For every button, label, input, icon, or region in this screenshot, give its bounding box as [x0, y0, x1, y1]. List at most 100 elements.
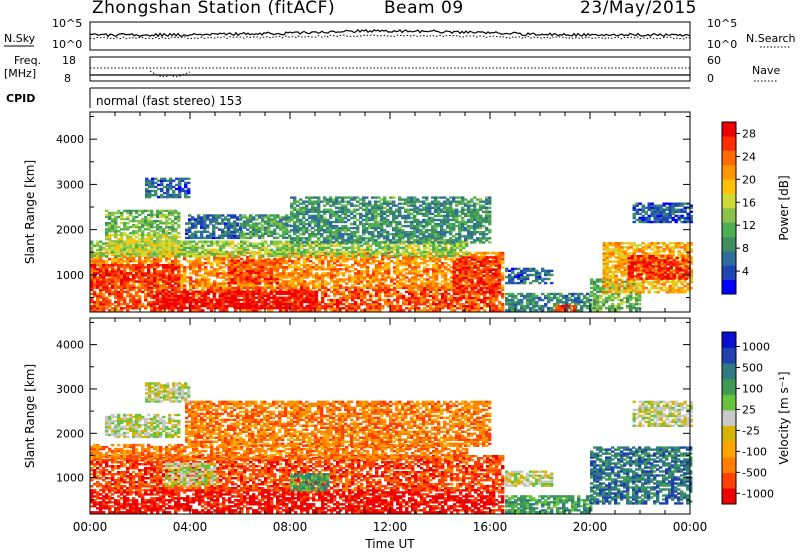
colorbar-swatch [722, 208, 736, 223]
heatmap-region-2 [90, 240, 469, 258]
colorbar-swatch [722, 122, 736, 137]
nsky-trace [89, 28, 691, 38]
nsky-tick-low: 10^0 [52, 38, 82, 51]
velocity-colorbar: 1000 500 100 25 -25 -100 -500 -1000 Velocity [m … [721, 331, 791, 505]
nave-tick-low: 0 [707, 72, 714, 85]
heatmap-region-13 [505, 267, 554, 285]
heatmap-region-3 [165, 462, 217, 487]
x-tick-label: 04:00 [173, 520, 208, 534]
colorbar-swatch [722, 136, 736, 151]
x-tick-label: 16:00 [473, 520, 508, 534]
frequency-panel: Freq. [MHz] 18 8 60 0 Nave [4, 54, 780, 85]
heatmap-region-12 [505, 292, 593, 312]
heatmap-cells [90, 177, 693, 312]
colorbar-swatch [722, 410, 736, 427]
nsearch-tick-low: 10^0 [707, 38, 737, 51]
nave-label: Nave [752, 64, 780, 77]
heatmap-region-7 [105, 209, 181, 235]
y-tick-label: 4000 [56, 339, 84, 352]
colorbar-swatch [722, 251, 736, 266]
power-panel: 1000 2000 3000 4000 Slant Range [km] [23, 111, 693, 313]
colorbar-tick-label: 1000 [742, 340, 770, 353]
heatmap-cells [90, 382, 693, 514]
velocity-panel: 1000 2000 3000 4000 Slant Range [km] [23, 317, 693, 515]
heatmap-region-0 [90, 489, 505, 514]
nave-dip [149, 70, 191, 78]
freq-tick-high: 18 [62, 54, 76, 67]
heatmap-region-10 [632, 400, 693, 427]
heatmap-region-8 [105, 233, 181, 253]
colorbar-swatch [722, 378, 736, 395]
colorbar-swatch [722, 332, 736, 348]
y-tick-label: 1000 [56, 472, 84, 485]
nsearch-label: N.Search [746, 32, 796, 45]
nsky-tick-high: 10^5 [52, 17, 82, 30]
heatmap-region-10 [240, 214, 292, 240]
heatmap-region-5 [105, 413, 181, 439]
x-tick-label: 08:00 [273, 520, 308, 534]
colorbar-tick-label: 16 [742, 196, 756, 209]
power-colorbar: 4 8 12 16 20 24 28 Power [dB] [721, 121, 791, 295]
colorbar-swatch [722, 441, 736, 458]
colorbar-tick-label: 24 [742, 150, 756, 163]
freq-tick-low: 8 [64, 72, 71, 85]
colorbar-swatch [722, 472, 736, 489]
heatmap-region-7 [505, 495, 593, 514]
x-tick-label: 12:00 [373, 520, 408, 534]
y-axis-label: Slant Range [km] [23, 364, 37, 468]
heatmap-region-9 [185, 214, 243, 240]
freq-unit-label: [MHz] [4, 67, 36, 80]
colorbar-tick-label: 8 [742, 242, 749, 255]
colorbar-label: Velocity [m s⁻¹] [777, 371, 791, 464]
colorbar-tick-label: -1000 [742, 487, 774, 500]
heatmap-region-9 [590, 446, 693, 505]
heatmap-region-6 [185, 400, 492, 447]
colorbar-swatch [722, 265, 736, 280]
y-tick-label: 4000 [56, 133, 84, 146]
station-title: Zhongshan Station (fitACF) [92, 0, 336, 18]
colorbar-tick-label: -500 [742, 466, 767, 479]
y-tick-label: 2000 [56, 427, 84, 440]
x-tick-label: 00:00 [73, 520, 108, 534]
colorbar-swatch [722, 363, 736, 380]
colorbar-swatch [722, 457, 736, 473]
y-tick-label: 3000 [56, 383, 84, 396]
y-tick-label: 3000 [56, 178, 84, 191]
colorbar-tick-label: 12 [742, 219, 756, 232]
colorbar-tick-label: 100 [742, 382, 763, 395]
colorbar-swatch [722, 347, 736, 364]
heatmap-region-18 [632, 202, 693, 224]
colorbar-swatch [722, 394, 736, 411]
heatmap-region-5 [227, 259, 279, 285]
colorbar-swatch [722, 488, 736, 505]
colorbar-label: Power [dB] [777, 175, 791, 240]
colorbar-swatch [722, 236, 736, 252]
heatmap-region-8 [505, 470, 554, 487]
heatmap-region-11 [145, 382, 191, 403]
date-label: 23/May/2015 [580, 0, 697, 18]
y-tick-label: 1000 [56, 269, 84, 282]
colorbar-tick-label: 4 [742, 265, 749, 278]
time-axis: 00:00 04:00 08:00 12:00 16:00 20:00 00:00 Time … [73, 520, 708, 551]
heatmap-region-19 [145, 177, 191, 199]
heatmap-region-4 [90, 264, 181, 289]
nsearch-tick-high: 10^5 [707, 17, 737, 30]
colorbar-swatch [722, 193, 736, 209]
y-axis-label: Slant Range [km] [23, 160, 37, 264]
colorbar-swatch [722, 279, 736, 295]
x-axis-label: Time UT [364, 537, 415, 551]
cpid-mode-text: normal (fast stereo) 153 [96, 94, 242, 108]
heatmap-region-3 [152, 290, 318, 310]
colorbar-tick-label: 20 [742, 173, 756, 186]
colorbar-swatch [722, 179, 736, 194]
colorbar-tick-label: 28 [742, 127, 756, 140]
heatmap-region-11 [290, 196, 492, 244]
heatmap-region-14 [555, 305, 577, 312]
cpid-label: CPID [6, 92, 35, 105]
colorbar-tick-label: 25 [742, 403, 756, 416]
colorbar-swatch [722, 222, 736, 237]
y-tick-label: 2000 [56, 224, 84, 237]
colorbar-tick-label: -100 [742, 445, 767, 458]
colorbar-tick-label: 500 [742, 361, 763, 374]
